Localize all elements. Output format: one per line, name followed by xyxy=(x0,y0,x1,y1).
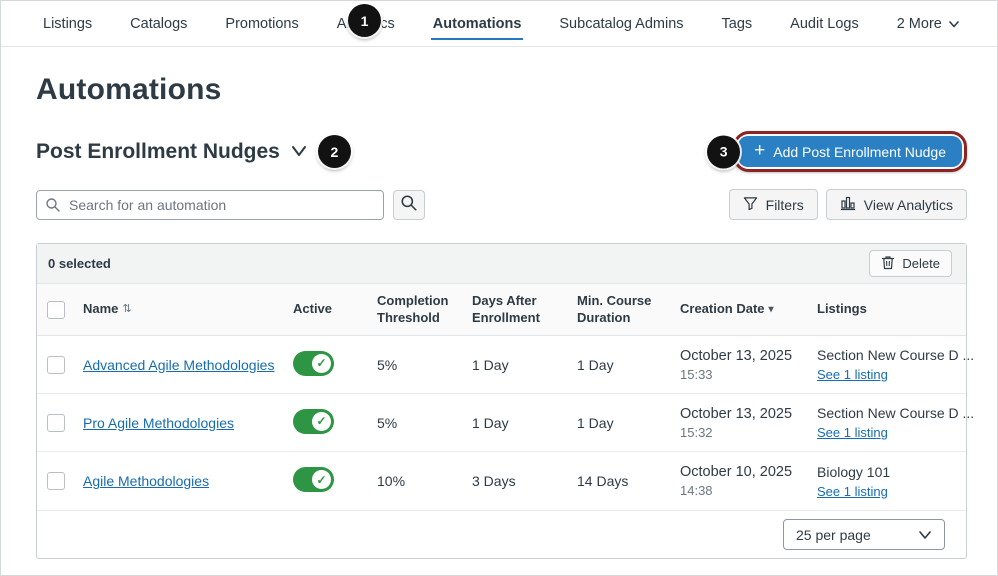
sort-icon[interactable]: ⇅ xyxy=(122,303,132,316)
completion-threshold-value: 10% xyxy=(377,473,406,489)
active-toggle[interactable]: ✓ xyxy=(293,350,334,376)
trash-icon xyxy=(881,255,895,273)
active-toggle[interactable]: ✓ xyxy=(293,467,334,492)
delete-button[interactable]: Delete xyxy=(869,250,952,277)
creation-date: October 13, 2025 xyxy=(680,405,793,422)
nav-tab-label: Automations xyxy=(432,15,522,32)
nav-tab-label: Catalogs xyxy=(130,15,188,32)
per-page-select[interactable]: 25 per page xyxy=(783,519,945,550)
nav-tab-label: Tags xyxy=(721,15,753,32)
selected-count: 0 selected xyxy=(48,256,111,271)
tab-subcatalog-admins[interactable]: Subcatalog Admins xyxy=(559,1,683,46)
min-course-duration-value: 1 Day xyxy=(577,356,614,373)
creation-time: 15:33 xyxy=(680,366,713,382)
row-checkbox[interactable] xyxy=(47,355,65,374)
view-analytics-button[interactable]: View Analytics xyxy=(825,189,967,220)
table-row: Agile Methodologies ✓ 10% 3 Days 14 Days… xyxy=(37,452,966,510)
plus-icon: + xyxy=(754,140,766,161)
min-course-duration-value: 1 Day xyxy=(577,414,614,431)
nav-tab-label: 2 More xyxy=(896,15,942,32)
tab-catalogs[interactable]: Catalogs xyxy=(130,1,187,46)
see-listing-link[interactable]: See 1 listing xyxy=(817,483,888,499)
creation-date: October 10, 2025 xyxy=(680,464,793,480)
select-all-checkbox[interactable] xyxy=(47,300,65,319)
creation-date: October 13, 2025 xyxy=(680,347,793,364)
row-checkbox[interactable] xyxy=(47,472,65,490)
completion-threshold-value: 5% xyxy=(377,414,398,431)
listing-name: Section New Course D ... xyxy=(817,405,975,421)
filters-button[interactable]: Filters xyxy=(728,189,818,220)
table-row: Pro Agile Methodologies ✓ 5% 1 Day 1 Day… xyxy=(37,394,974,452)
automation-name-link[interactable]: Pro Agile Methodologies xyxy=(83,414,234,431)
see-listing-link[interactable]: See 1 listing xyxy=(817,425,888,440)
chevron-down-icon xyxy=(948,18,960,30)
tab-tags[interactable]: Tags xyxy=(722,1,753,46)
tab-audit-logs[interactable]: Audit Logs xyxy=(790,1,859,46)
selection-bar: 0 selected Delete xyxy=(37,244,966,284)
days-after-enrollment-value: 1 Day xyxy=(472,356,509,373)
tab-2-more[interactable]: 2 More xyxy=(897,1,960,46)
nav-tab-label: Listings xyxy=(43,15,93,32)
funnel-icon xyxy=(743,196,758,214)
annotation-circle-3: 3 xyxy=(707,135,741,168)
column-header-active[interactable]: Active xyxy=(293,301,333,317)
column-header-completion-threshold[interactable]: Completion Threshold xyxy=(377,292,449,325)
completion-threshold-value: 5% xyxy=(377,356,398,373)
chevron-down-icon xyxy=(918,527,932,543)
table-header-row: Name ⇅ Active Completion Threshold Days … xyxy=(37,284,966,336)
listing-name: Section New Course D ... xyxy=(817,347,975,363)
annotation-circle-1: 1 xyxy=(348,4,381,37)
days-after-enrollment-value: 3 Days xyxy=(472,473,516,489)
min-course-duration-value: 14 Days xyxy=(577,473,629,489)
creation-time: 14:38 xyxy=(680,483,713,498)
table-footer: 25 per page xyxy=(37,510,966,558)
automation-name-link[interactable]: Advanced Agile Methodologies xyxy=(83,356,275,373)
section-chevron-down-icon[interactable] xyxy=(290,144,308,163)
table-row: Advanced Agile Methodologies ✓ 5% 1 Day … xyxy=(37,336,974,394)
nav-tab-label: Promotions xyxy=(225,15,299,32)
page-title: Automations xyxy=(36,73,222,106)
nav-tab-label: Subcatalog Admins xyxy=(559,15,684,32)
tab-listings[interactable]: Listings xyxy=(43,1,92,46)
toggle-check-icon: ✓ xyxy=(312,470,331,489)
creation-time: 15:32 xyxy=(680,424,713,440)
sort-icon[interactable]: ▾ xyxy=(768,303,774,315)
toggle-check-icon: ✓ xyxy=(312,353,331,373)
annotation-circle-2: 2 xyxy=(317,135,351,168)
column-header-min-course-duration[interactable]: Min. Course Duration xyxy=(577,292,652,325)
search-icon xyxy=(45,197,61,218)
column-header-days-after-enrollment[interactable]: Days After Enrollment xyxy=(472,292,540,325)
nav-tab-label: Audit Logs xyxy=(790,15,859,32)
table-body: Advanced Agile Methodologies ✓ 5% 1 Day … xyxy=(37,336,974,510)
annotation-highlight-ring: + Add Post Enrollment Nudge xyxy=(733,131,967,172)
automation-name-link[interactable]: Agile Methodologies xyxy=(83,473,210,489)
top-navigation: 1 Listings Catalogs Promotions Analytics… xyxy=(1,1,997,47)
see-listing-link[interactable]: See 1 listing xyxy=(817,367,888,382)
search-button[interactable] xyxy=(393,189,425,220)
bar-chart-icon xyxy=(840,195,856,214)
automations-table-card: 0 selected Delete Name ⇅ Active Completi… xyxy=(36,243,974,559)
tab-promotions[interactable]: Promotions xyxy=(225,1,298,46)
toggle-check-icon: ✓ xyxy=(312,411,331,431)
add-post-enrollment-nudge-button[interactable]: + Add Post Enrollment Nudge xyxy=(738,136,962,167)
row-checkbox[interactable] xyxy=(47,413,65,432)
section-title: Post Enrollment Nudges xyxy=(36,139,280,163)
column-header-name[interactable]: Name ⇅ xyxy=(83,301,132,317)
search-icon xyxy=(400,194,418,215)
column-header-listings[interactable]: Listings xyxy=(817,301,867,317)
listing-name: Biology 101 xyxy=(817,463,891,480)
column-header-creation-date[interactable]: Creation Date ▾ xyxy=(680,301,774,317)
active-toggle[interactable]: ✓ xyxy=(293,408,334,434)
search-input[interactable] xyxy=(36,189,384,220)
tab-automations[interactable]: Automations xyxy=(430,1,523,46)
days-after-enrollment-value: 1 Day xyxy=(472,414,509,431)
